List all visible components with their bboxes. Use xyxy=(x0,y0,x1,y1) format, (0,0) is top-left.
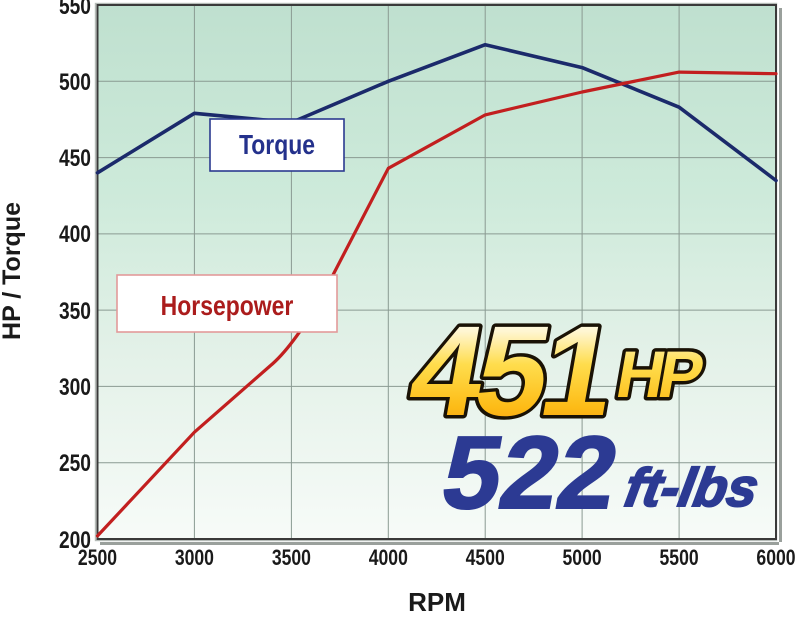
svg-text:450: 450 xyxy=(59,144,91,172)
svg-text:5500: 5500 xyxy=(660,546,699,570)
svg-text:Torque: Torque xyxy=(239,130,315,161)
svg-text:Horsepower: Horsepower xyxy=(161,291,294,322)
svg-text:5000: 5000 xyxy=(563,546,602,570)
svg-text:400: 400 xyxy=(59,220,91,248)
svg-text:HP / Torque: HP / Torque xyxy=(0,202,26,340)
svg-text:250: 250 xyxy=(59,449,91,477)
svg-text:500: 500 xyxy=(59,68,91,96)
svg-text:3500: 3500 xyxy=(272,546,311,570)
svg-text:4500: 4500 xyxy=(466,546,505,570)
svg-text:550: 550 xyxy=(59,0,91,20)
svg-text:6000: 6000 xyxy=(756,546,795,570)
svg-text:3000: 3000 xyxy=(175,546,214,570)
svg-text:2500: 2500 xyxy=(78,546,117,570)
svg-text:RPM: RPM xyxy=(408,587,466,617)
svg-text:300: 300 xyxy=(59,373,91,401)
svg-text:350: 350 xyxy=(59,297,91,325)
svg-text:4000: 4000 xyxy=(369,546,408,570)
